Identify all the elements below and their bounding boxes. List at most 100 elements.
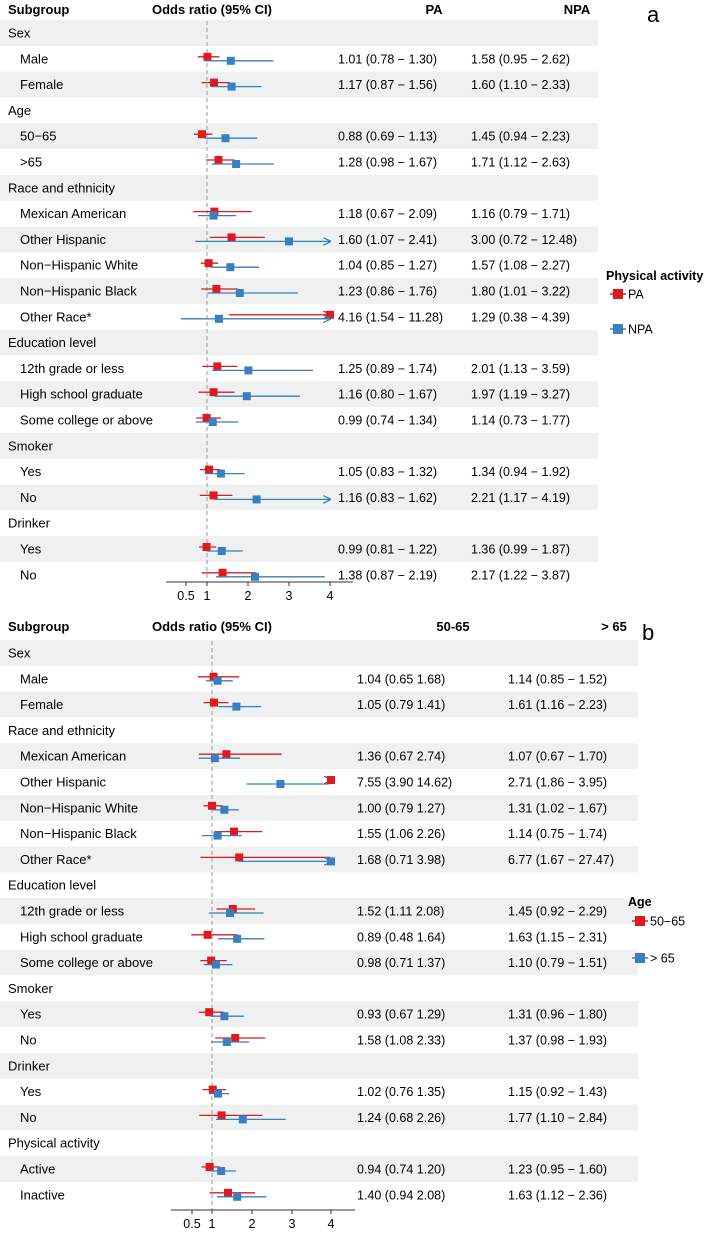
column-1-value: 0.94 (0.74 1.20) — [357, 1163, 445, 1177]
series-1-point — [214, 156, 223, 164]
x-tick-label: 2 — [249, 1217, 256, 1231]
series-2-point — [226, 56, 235, 65]
column-1-value: 0.98 (0.71 1.37) — [357, 956, 445, 970]
series-2-point — [238, 1115, 247, 1124]
series-2-point — [222, 1038, 231, 1046]
subgroup-header: Subgroup — [8, 2, 69, 17]
column-2-header: > 65 — [601, 619, 627, 634]
column-2-value: 1.58 (0.95 − 2.62) — [471, 52, 570, 66]
column-1-value: 1.01 (0.78 − 1.30) — [338, 52, 437, 66]
subgroup-label: Yes — [20, 542, 42, 557]
column-1-value: 1.18 (0.67 − 2.09) — [338, 207, 437, 221]
row-band — [0, 226, 598, 253]
row-band — [0, 691, 638, 718]
legend-item-1-label: PA — [628, 288, 644, 302]
row-band — [0, 640, 638, 666]
row-band — [0, 949, 638, 976]
series-2-point — [232, 702, 241, 711]
column-1-value: 1.05 (0.83 − 1.32) — [338, 465, 437, 479]
panel-a: Subgroup Odds ratio (95% CI) PA NPA a Sex Male… — [0, 2, 703, 603]
column-1-value: 1.16 (0.83 − 1.62) — [338, 491, 437, 505]
series-1-point — [209, 78, 218, 87]
column-1-value: 7.55 (3.90 14.62) — [357, 776, 452, 790]
subgroup-header: Subgroup — [8, 619, 69, 634]
column-2-value: 6.77 (1.67 − 27.47) — [508, 853, 614, 867]
legend-title: Age — [628, 895, 652, 909]
column-2-value: 2.17 (1.22 − 3.87) — [471, 568, 570, 582]
column-1-value: 1.17 (0.87 − 1.56) — [338, 78, 437, 92]
subgroup-label: Some college or above — [20, 413, 153, 428]
column-2-value: 1.63 (1.15 − 2.31) — [508, 930, 607, 944]
column-2-value: 1.45 (0.92 − 2.29) — [508, 905, 607, 919]
row-band — [0, 536, 598, 562]
x-tick-label: 0.5 — [177, 589, 194, 603]
column-2-value: 1.63 (1.12 − 2.36) — [508, 1188, 607, 1202]
row-band — [0, 794, 638, 821]
panel-letter: a — [647, 2, 660, 27]
series-2-point — [210, 754, 219, 763]
column-1-header: PA — [425, 2, 443, 17]
column-1-value: 1.36 (0.67 2.74) — [357, 750, 445, 764]
column-1-value: 0.89 (0.48 1.64) — [357, 930, 445, 944]
group-label: Sex — [8, 26, 31, 41]
series-2-point — [232, 160, 241, 168]
series-2-point — [250, 572, 259, 581]
legend-item-1-label: 50−65 — [650, 915, 685, 929]
series-1-point — [210, 698, 218, 707]
column-2-value: 1.71 (1.12 − 2.63) — [471, 156, 570, 170]
column-2-value: 1.15 (0.92 − 1.43) — [508, 1085, 607, 1099]
series-1-point — [197, 130, 206, 139]
legend-item-2-label: > 65 — [650, 952, 675, 966]
x-tick-label: 4 — [327, 589, 334, 603]
row-band — [0, 20, 598, 46]
series-2-point — [220, 1012, 229, 1021]
column-2-value: 1.16 (0.79 − 1.71) — [471, 207, 570, 221]
x-tick-label: 0.5 — [183, 1217, 200, 1231]
subgroup-label: Female — [20, 77, 63, 92]
subgroup-label: No — [20, 1110, 37, 1125]
column-2-value: 2.01 (1.13 − 3.59) — [471, 362, 570, 376]
series-2-point — [244, 366, 253, 375]
row-band — [0, 329, 598, 356]
subgroup-label: >65 — [20, 155, 42, 170]
panel-letter: b — [642, 620, 654, 645]
row-band — [0, 1104, 638, 1131]
column-2-value: 2.21 (1.17 − 4.19) — [471, 491, 570, 505]
column-1-value: 1.25 (0.89 − 1.74) — [338, 362, 437, 376]
subgroup-label: High school graduate — [20, 929, 143, 944]
column-1-value: 1.58 (1.08 2.33) — [357, 1034, 445, 1048]
column-2-value: 1.60 (1.10 − 2.33) — [471, 78, 570, 92]
subgroup-label: Inactive — [20, 1187, 65, 1202]
column-2-value: 1.36 (0.99 − 1.87) — [471, 543, 570, 557]
series-2-point — [216, 469, 225, 478]
column-1-value: 1.16 (0.80 − 1.67) — [338, 388, 437, 402]
series-1-point — [230, 827, 238, 836]
column-2-value: 1.80 (1.01 − 3.22) — [471, 285, 570, 299]
series-2-point — [214, 314, 223, 323]
series-2-point — [217, 547, 226, 555]
series-2-point — [214, 1089, 222, 1098]
x-tick-label: 1 — [204, 589, 211, 603]
subgroup-label: 12th grade or less — [20, 361, 125, 376]
subgroup-label: Some college or above — [20, 955, 153, 970]
column-2-value: 1.14 (0.85 − 1.52) — [508, 672, 607, 686]
legend-title: Physical activity — [606, 269, 703, 283]
series-2-point — [209, 211, 218, 220]
legend-item-2-swatch — [635, 953, 645, 963]
series-1-point — [212, 285, 221, 293]
subgroup-label: Yes — [20, 1007, 42, 1022]
subgroup-label: Non−Hispanic White — [20, 800, 138, 815]
subgroup-label: Active — [20, 1162, 55, 1177]
legend-item-2-label: NPA — [628, 323, 653, 337]
subgroup-label: Non−Hispanic Black — [20, 284, 137, 299]
column-2-value: 3.00 (0.72 − 12.48) — [471, 233, 577, 247]
series-1-point — [209, 491, 218, 500]
series-1-point — [235, 853, 244, 862]
series-2-point — [233, 934, 242, 943]
series-1-point — [203, 52, 212, 61]
subgroup-label: Mexican American — [20, 749, 126, 764]
column-2-value: 1.34 (0.94 − 1.92) — [471, 465, 570, 479]
x-tick-label: 3 — [286, 589, 293, 603]
column-1-value: 1.04 (0.65 1.68) — [357, 672, 445, 686]
